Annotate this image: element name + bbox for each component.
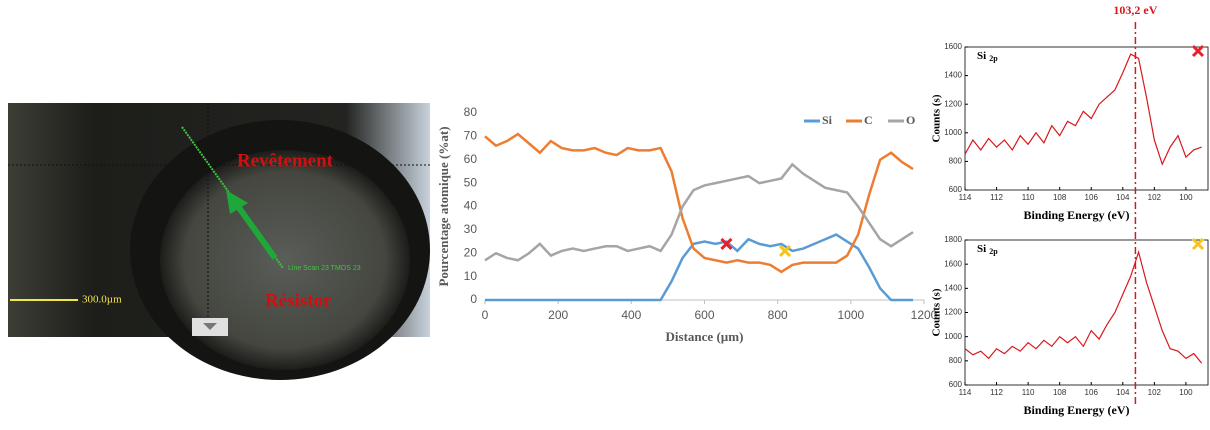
title-sub: 2p [989,54,998,63]
series-line [484,162,914,262]
scale-label: 300.0µm [82,294,122,306]
x-tick-label: 114 [959,388,972,397]
marker-stroke [1191,44,1205,58]
x-tick-label: 1200 [911,308,938,322]
x-tick-label: 200 [548,308,568,322]
x-tick-label: 100 [1179,193,1193,202]
x-tick-label: 104 [1116,388,1130,397]
spectrum-line [964,249,1203,364]
legend-label: C [864,113,873,127]
y-tick-label: 1400 [944,71,962,80]
scan-arrow-head [226,190,248,214]
y-tick-label: 1600 [944,259,962,268]
x-tick-label: 102 [1148,388,1162,397]
y-tick-label: 800 [949,356,963,365]
dropdown-icon [203,323,217,330]
y-axis-label: Counts (s) [931,288,943,336]
point-marker [720,237,733,250]
x-tick-label: 114 [959,193,972,202]
x-axis-label: Distance (µm) [666,329,744,344]
coating-label: Revêtement [237,150,334,171]
title-main: Si [977,243,986,255]
resistor-disc [160,150,410,370]
y-axis-label: Pourcentage atomique (%at) [436,126,451,286]
y-tick-label: 50 [464,175,478,189]
y-tick-label: 1400 [944,283,962,292]
y-tick-label: 1600 [944,42,962,51]
x-tick-label: 104 [1116,193,1130,202]
x-tick-label: 112 [990,193,1003,202]
resistor-label: Résistor [265,290,332,311]
series-line [485,233,914,302]
legend-label: Si [822,113,833,127]
y-tick-label: 1800 [944,235,962,244]
series-line [484,132,914,274]
x-tick-label: 110 [1022,193,1035,202]
y-tick-label: 20 [464,245,478,259]
y-tick-label: 70 [464,129,478,143]
x-tick-label: 1000 [837,308,864,322]
y-tick-label: 600 [949,380,963,389]
y-tick-label: 1200 [944,99,962,108]
microscope-image: 300.0µm Line Scan 23 TMOS 23 Revêtement … [8,103,430,380]
y-tick-label: 40 [464,199,478,213]
x-tick-label: 800 [768,308,788,322]
y-tick-label: 30 [464,222,478,236]
x-tick-label: 0 [482,308,489,322]
marker-stroke [778,244,792,257]
x-tick-label: 102 [1148,193,1162,202]
y-tick-label: 0 [470,292,477,306]
x-tick-label: 400 [621,308,641,322]
spectrum-title: Si 2p [977,243,998,256]
x-axis-label: Binding Energy (eV) [1023,208,1129,222]
x-tick-label: 110 [1022,388,1035,397]
x-tick-label: 112 [990,388,1003,397]
spectrum-line [964,53,1202,166]
title-sub: 2p [989,247,998,256]
plot-frame [964,46,1209,191]
marker-stroke [720,237,733,250]
scan-label: Line Scan 23 TMOS 23 [288,265,361,272]
y-tick-label: 1200 [944,308,962,317]
x-tick-label: 106 [1085,193,1099,202]
plot-frame [964,239,1209,386]
spectrum-title: Si 2p [977,50,998,63]
legend-label: O [906,113,915,127]
x-tick-label: 108 [1053,193,1067,202]
x-axis-label: Binding Energy (eV) [1023,403,1129,417]
marker-stroke [1191,237,1205,251]
y-tick-label: 800 [949,157,963,166]
y-tick-label: 600 [949,185,963,194]
y-tick-label: 1000 [944,332,962,341]
x-tick-label: 106 [1085,388,1099,397]
y-tick-label: 1000 [944,128,962,137]
spectrum-marker [1191,44,1205,58]
y-axis-label: Counts (s) [931,94,943,142]
x-tick-label: 600 [694,308,714,322]
y-tick-label: 80 [464,105,478,119]
title-main: Si [977,50,986,62]
scan-arrow [234,203,278,260]
annotation-label: 103,2 eV [1113,3,1157,17]
x-tick-label: 100 [1179,388,1193,397]
y-tick-label: 10 [464,269,478,283]
spectrum-marker [1191,237,1205,251]
point-marker [778,244,792,257]
x-tick-label: 108 [1053,388,1067,397]
y-tick-label: 60 [464,152,478,166]
